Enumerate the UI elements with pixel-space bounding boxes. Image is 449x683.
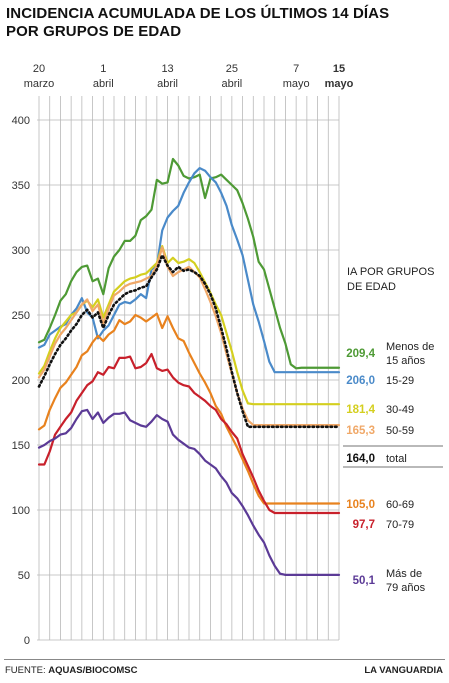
horizontal-gridlines xyxy=(37,119,339,641)
series-name-label: 50-59 xyxy=(386,425,414,437)
series-end-value: 105,0 xyxy=(346,499,375,511)
x-axis-tick-labels: 20 marzo 1 abril 13 abril 25 abril 7 mayo 15 mayo xyxy=(24,63,354,90)
series-line xyxy=(37,312,341,505)
series-end-value: 165,3 xyxy=(346,425,375,437)
y-tick-label: 400 xyxy=(12,115,30,127)
series-name-label: Menos de xyxy=(386,341,434,353)
legend-title: DE EDAD xyxy=(347,281,396,293)
x-tick-label: mayo xyxy=(283,78,310,90)
x-tick-label: marzo xyxy=(24,78,55,90)
y-tick-label: 250 xyxy=(12,310,30,322)
x-tick-label: 25 xyxy=(226,63,238,75)
y-tick-label: 100 xyxy=(12,505,30,517)
series-end-value: 206,0 xyxy=(346,375,375,387)
series-name-label: total xyxy=(386,453,407,465)
series-line xyxy=(37,352,341,515)
x-tick-label: 20 xyxy=(33,63,45,75)
legend-title: IA POR GRUPOS xyxy=(347,266,434,278)
x-tick-label: abril xyxy=(221,78,242,90)
series-lines xyxy=(37,157,341,576)
chart-title: INCIDENCIA ACUMULADA DE LOS ÚLTIMOS 14 D… xyxy=(6,5,436,41)
y-tick-label: 150 xyxy=(12,440,30,452)
series-end-value: 164,0 xyxy=(346,453,375,465)
y-tick-label: 200 xyxy=(12,375,30,387)
title-line-2: POR GRUPOS DE EDAD xyxy=(6,23,182,40)
x-tick-label: 1 xyxy=(100,63,106,75)
series-name-label: 79 años xyxy=(386,582,426,594)
footer-divider xyxy=(4,659,445,660)
series-name-label: 15-29 xyxy=(386,375,414,387)
series-name-label: 60-69 xyxy=(386,499,414,511)
source-name: AQUAS/BIOCOMSC xyxy=(48,665,138,676)
x-tick-label: 7 xyxy=(293,63,299,75)
y-axis-tick-labels: 0 50 100 150 200 250 300 350 400 xyxy=(12,115,30,647)
x-tick-label: abril xyxy=(93,78,114,90)
x-tick-label: mayo xyxy=(325,78,354,90)
series-line xyxy=(37,253,341,429)
series-name-label: 70-79 xyxy=(386,519,414,531)
brand-credit: LA VANGUARDIA xyxy=(364,665,443,676)
source-credit: FUENTE: AQUAS/BIOCOMSC xyxy=(5,665,137,676)
series-end-value: 97,7 xyxy=(353,519,375,531)
series-end-value: 181,4 xyxy=(346,404,375,416)
x-tick-label: 13 xyxy=(161,63,173,75)
series-name-label: 30-49 xyxy=(386,404,414,416)
x-tick-label: 15 xyxy=(333,63,345,75)
series-labels: IA POR GRUPOS DE EDAD 209,4 Menos de 15 años… xyxy=(343,266,443,594)
y-tick-label: 350 xyxy=(12,180,30,192)
y-tick-label: 50 xyxy=(18,570,30,582)
y-tick-label: 300 xyxy=(12,245,30,257)
series-name-label: Más de xyxy=(386,568,422,580)
series-end-value: 209,4 xyxy=(346,348,375,360)
series-name-label: 15 años xyxy=(386,355,426,367)
title-line-1: INCIDENCIA ACUMULADA DE LOS ÚLTIMOS 14 D… xyxy=(6,5,390,22)
x-tick-label: abril xyxy=(157,78,178,90)
source-label: FUENTE: xyxy=(5,665,46,676)
series-line xyxy=(37,246,341,427)
y-tick-label: 0 xyxy=(24,635,30,647)
series-line xyxy=(37,157,341,370)
series-end-value: 50,1 xyxy=(353,575,376,587)
series-line xyxy=(37,408,341,576)
